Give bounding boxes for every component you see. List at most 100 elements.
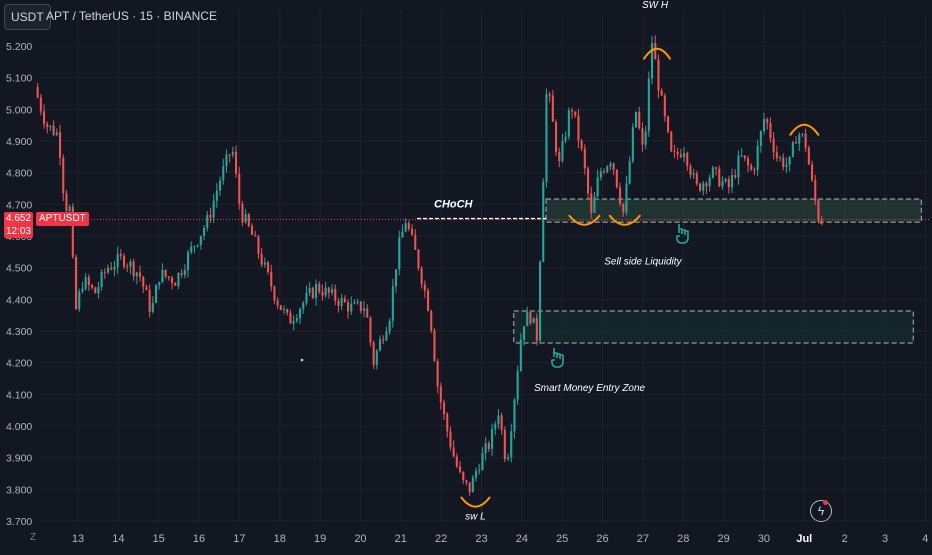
candle-body	[324, 287, 327, 296]
candle-body	[558, 152, 561, 161]
swing-low-label: sw L	[465, 511, 486, 522]
candle-body	[795, 142, 798, 144]
candle-body	[372, 342, 375, 365]
candle-body	[135, 272, 138, 277]
candle-body	[279, 305, 282, 310]
candle-body	[78, 291, 81, 310]
candle-body	[107, 267, 110, 273]
candle-body	[436, 361, 439, 387]
candle-body	[292, 320, 295, 324]
candle-body	[708, 177, 711, 187]
candle-body	[606, 166, 609, 173]
candle-body	[791, 142, 794, 157]
candle-body	[449, 431, 452, 448]
x-tick-label: 4	[922, 533, 928, 545]
timezone-icon[interactable]: Z	[30, 532, 37, 543]
candle-body	[599, 171, 602, 178]
candle-body	[75, 256, 78, 310]
candle-body	[638, 111, 641, 129]
candle-body	[350, 303, 353, 312]
candle-body	[308, 288, 311, 293]
marker-dot	[300, 358, 304, 362]
candle-body	[724, 179, 727, 182]
y-tick-label: 5.100	[6, 73, 32, 85]
candle-body	[94, 287, 97, 294]
candle-body	[814, 180, 817, 201]
candle-body	[423, 284, 426, 291]
candle-body	[567, 110, 570, 137]
candle-body	[587, 168, 590, 194]
candle-body	[183, 270, 186, 275]
candle-body	[446, 414, 449, 432]
candle-body	[267, 262, 270, 272]
candle-body	[676, 151, 679, 155]
candle-body	[87, 277, 90, 285]
candle-body	[36, 87, 39, 98]
candle-body	[81, 288, 84, 292]
candle-body	[625, 183, 628, 213]
candle-body	[715, 167, 718, 169]
candle-body	[580, 140, 583, 149]
candle-body	[315, 284, 318, 298]
candle-body	[180, 272, 183, 275]
smart-money-entry-zone-label: Smart Money Entry Zone	[534, 383, 646, 394]
candle-body	[737, 155, 740, 178]
double-top-arc	[789, 123, 820, 136]
candle-body	[260, 253, 263, 265]
lightning-icon[interactable]: ϟ	[810, 500, 832, 522]
candle-body	[145, 286, 148, 290]
candle-body	[523, 326, 526, 340]
candle-body	[747, 158, 750, 166]
candle-body	[695, 173, 698, 184]
x-tick-label: 15	[153, 533, 165, 545]
candle-body	[468, 482, 471, 493]
currency-button[interactable]: USDT	[4, 4, 51, 30]
candle-body	[612, 163, 615, 170]
candle-body	[596, 177, 599, 197]
y-tick-label: 4.100	[6, 389, 32, 401]
candle-body	[190, 246, 193, 253]
x-tick-label: 30	[758, 533, 770, 545]
candle-body	[513, 399, 516, 432]
candle-body	[785, 164, 788, 168]
candle-body	[769, 122, 772, 139]
grid-layer	[40, 10, 930, 522]
candle-body	[619, 187, 622, 204]
candle-body	[689, 165, 692, 175]
x-tick-label: 3	[882, 533, 888, 545]
candle-body	[804, 133, 807, 148]
candle-body	[257, 236, 260, 254]
liquidity-sweep-arc-2	[608, 214, 641, 226]
candle-body	[289, 312, 292, 324]
candle-body	[382, 339, 385, 341]
x-tick-label: 17	[233, 533, 245, 545]
candle-body	[561, 140, 564, 161]
candle-body	[510, 431, 513, 458]
candle-body	[385, 331, 388, 341]
candle-body	[526, 312, 529, 327]
candle-body	[753, 169, 756, 171]
candle-body	[686, 153, 689, 166]
symbol-title[interactable]: APT / TetherUS · 15 · BINANCE	[46, 9, 217, 23]
candle-body	[782, 157, 785, 168]
candle-body	[363, 308, 366, 311]
candle-body	[331, 288, 334, 293]
candle-body	[404, 223, 407, 232]
candle-body	[555, 121, 558, 153]
candle-body	[139, 272, 142, 277]
candle-body	[55, 132, 58, 135]
candle-body	[84, 277, 87, 289]
candle-body	[113, 266, 116, 270]
candle-body	[654, 42, 657, 60]
candle-body	[679, 154, 682, 158]
y-tick-label: 5.200	[6, 41, 32, 53]
candle-body	[235, 151, 238, 174]
candle-body	[206, 214, 209, 229]
candle-body	[254, 234, 257, 237]
candle-body	[228, 154, 231, 156]
candle-body	[215, 190, 218, 201]
liquidity-sweep-arc-1	[568, 214, 601, 226]
candle-body	[683, 153, 686, 158]
